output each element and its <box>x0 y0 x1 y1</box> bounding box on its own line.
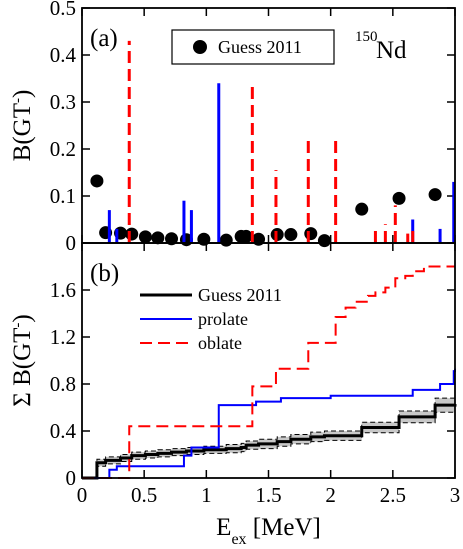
data-point <box>428 188 442 202</box>
nucleus-mass: 150 <box>355 29 378 45</box>
step-line <box>82 368 456 479</box>
y-tick-label: 0.2 <box>50 137 76 161</box>
y-tick-label: 0.4 <box>50 43 77 67</box>
x-tick-label: 2.5 <box>380 483 406 507</box>
y-tick-label: 0 <box>66 231 77 255</box>
x-tick-label: 1 <box>201 483 212 507</box>
x-axis-label-part: [MeV] <box>247 514 321 541</box>
x-tick-label: 0 <box>77 483 88 507</box>
y-tick-label: 1.6 <box>50 278 76 302</box>
plot-frame <box>81 242 456 479</box>
x-axis-label: Eex [MeV] <box>216 514 321 548</box>
data-point <box>317 234 331 248</box>
x-tick-label: 3 <box>450 483 461 507</box>
data-point <box>219 233 233 247</box>
data-point <box>138 230 152 244</box>
y-axis-label-part: B(GT <box>9 103 36 161</box>
data-point <box>165 232 179 246</box>
data-point <box>392 191 406 205</box>
y-axis-label-part: - <box>10 98 26 103</box>
y-tick-label: 0.8 <box>50 372 76 396</box>
y-tick-label: 0.4 <box>50 419 77 443</box>
y-axis-label: B(GT-) <box>9 90 36 162</box>
y-tick-label: 0.3 <box>50 90 76 114</box>
data-point <box>125 227 139 241</box>
y-axis-label-part: ) <box>9 314 36 322</box>
legend-marker <box>193 40 207 54</box>
error-bound <box>82 411 456 479</box>
step-line <box>82 403 457 480</box>
x-tick-label: 0.5 <box>131 483 157 507</box>
panel-label: (b) <box>90 260 119 287</box>
data-point <box>239 229 253 243</box>
legend-label: oblate <box>198 333 242 353</box>
nucleus: Nd <box>376 37 407 64</box>
step-line <box>82 265 455 479</box>
data-point <box>90 174 104 188</box>
data-point <box>284 228 298 242</box>
y-axis-label-part: - <box>10 323 26 328</box>
x-tick-label: 2 <box>325 483 336 507</box>
y-axis-label-part: ) <box>9 90 36 98</box>
legend-label: Guess 2011 <box>198 285 282 305</box>
legend-label: Guess 2011 <box>218 37 302 57</box>
y-tick-label: 0 <box>66 466 77 490</box>
y-tick-label: 0.5 <box>50 0 76 20</box>
data-point <box>304 227 318 241</box>
x-tick-label: 1.5 <box>255 483 281 507</box>
data-point <box>151 231 165 245</box>
y-axis-label-part: Σ B(GT <box>9 328 36 407</box>
panel-label: (a) <box>90 25 118 52</box>
x-axis-label-part: ex <box>231 531 246 548</box>
y-tick-label: 1.2 <box>50 325 76 349</box>
legend-label: prolate <box>198 309 248 329</box>
x-axis-label-part: E <box>216 514 231 541</box>
data-point <box>355 202 369 216</box>
y-tick-label: 0.1 <box>50 184 76 208</box>
y-axis-label: Σ B(GT-) <box>9 314 36 406</box>
panel: 0 0.5 1 1.5 2 2.5 3 0 0.4 0.8 1.2 1.6 Σ B(GT-) Eex [M… <box>9 242 461 548</box>
